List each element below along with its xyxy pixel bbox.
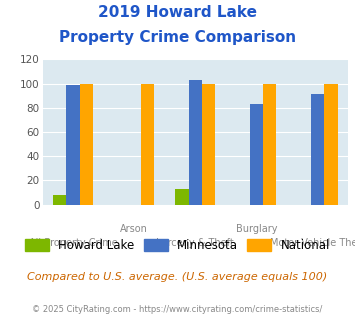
Text: 2019 Howard Lake: 2019 Howard Lake: [98, 5, 257, 20]
Text: Larceny & Theft: Larceny & Theft: [156, 238, 234, 248]
Bar: [189, 80, 202, 205]
Legend: Howard Lake, Minnesota, National: Howard Lake, Minnesota, National: [25, 239, 330, 251]
Bar: [66, 85, 80, 205]
Bar: [311, 94, 324, 205]
Bar: [324, 83, 338, 205]
Text: Compared to U.S. average. (U.S. average equals 100): Compared to U.S. average. (U.S. average …: [27, 272, 328, 282]
Bar: [250, 104, 263, 205]
Text: Motor Vehicle Theft: Motor Vehicle Theft: [270, 238, 355, 248]
Text: Arson: Arson: [120, 224, 148, 234]
Text: Burglary: Burglary: [236, 224, 277, 234]
Text: All Property Crime: All Property Crime: [29, 238, 118, 248]
Bar: [53, 195, 66, 205]
Bar: [175, 189, 189, 205]
Text: Property Crime Comparison: Property Crime Comparison: [59, 30, 296, 45]
Bar: [263, 83, 277, 205]
Bar: [80, 83, 93, 205]
Text: © 2025 CityRating.com - https://www.cityrating.com/crime-statistics/: © 2025 CityRating.com - https://www.city…: [32, 305, 323, 314]
Bar: [141, 83, 154, 205]
Bar: [202, 83, 215, 205]
